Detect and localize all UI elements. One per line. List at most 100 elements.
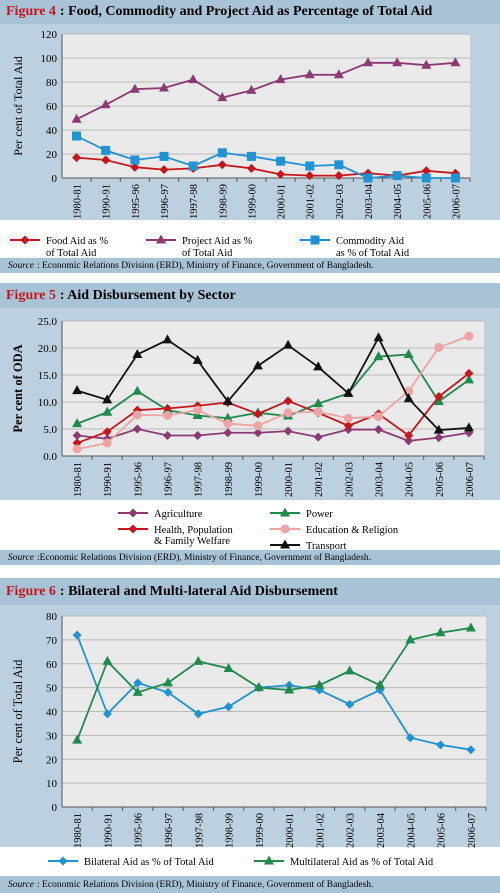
fig6-x-tick-label: 2002-03 bbox=[346, 813, 357, 848]
fig5-x-tick-label: 1999-00 bbox=[254, 462, 265, 497]
fig5-data-point bbox=[132, 385, 143, 395]
fig5-legend-swatch-marker bbox=[128, 524, 138, 534]
fig4-data-point bbox=[72, 131, 82, 141]
fig4-data-point bbox=[305, 171, 315, 181]
fig5-data-point bbox=[313, 361, 324, 371]
fig6-data-point bbox=[375, 679, 385, 689]
fig6-y-tick-label: 30 bbox=[46, 730, 58, 742]
fig5-data-point bbox=[72, 444, 82, 454]
fig5-data-point bbox=[464, 368, 474, 378]
fig6-data-point bbox=[405, 634, 416, 644]
fig4-data-point bbox=[276, 169, 286, 179]
fig5-data-point bbox=[283, 426, 293, 436]
fig5-x-axis: 1980-81 1990-91 1995-96 1996-97 1997-98 1998-… bbox=[73, 456, 485, 497]
fig5-data-point bbox=[222, 395, 233, 405]
fig5-data-point bbox=[252, 360, 263, 370]
fig6-legend: Bilateral Aid as % of Total Aid Multilate… bbox=[48, 855, 434, 868]
fig4-chart: 0 20 40 60 80 100 120 1980-81 1990-91 1995-96 1996… bbox=[0, 24, 500, 258]
fig5-legend-swatch-marker bbox=[128, 508, 138, 518]
fig5-legend-label: Agriculture bbox=[154, 509, 203, 520]
fig4-data-point bbox=[217, 160, 227, 170]
fig5-data-point bbox=[434, 433, 444, 443]
fig4-y-tick-label: 20 bbox=[46, 149, 58, 161]
fig6-data-point bbox=[163, 687, 173, 697]
fig6-data-point bbox=[284, 684, 295, 694]
fig5-x-tick-label: 1980-81 bbox=[73, 462, 84, 497]
fig5-data-point bbox=[283, 408, 293, 418]
fig5-data-point bbox=[434, 392, 444, 402]
fig5-data-point bbox=[373, 332, 384, 342]
fig4-x-tick-label: 2000-01 bbox=[277, 184, 288, 219]
fig5-data-point bbox=[163, 403, 172, 413]
fig6-x-tick-label: 2000-01 bbox=[285, 813, 296, 848]
fig5-legend-label: & Family Welfare bbox=[154, 536, 230, 547]
fig5-data-point bbox=[464, 331, 474, 341]
fig4-x-tick-label: 2002-03 bbox=[335, 184, 346, 219]
fig4-data-point bbox=[100, 99, 111, 109]
fig4-data-point bbox=[363, 173, 373, 183]
fig6-data-point bbox=[465, 622, 476, 632]
fig4-data-point bbox=[159, 151, 169, 161]
fig5-series-line bbox=[76, 335, 470, 450]
fig5-y-tick-label: 20.0 bbox=[38, 343, 58, 355]
fig5-x-tick-label: 2005-06 bbox=[435, 462, 446, 497]
fig6-x-tick-label: 1980-81 bbox=[73, 813, 84, 848]
fig6-source: Source : Economic Relations Division (ER… bbox=[0, 876, 500, 893]
fig4-legend-label: Commodity Aid bbox=[336, 236, 405, 247]
fig5-x-tick-label: 1990-91 bbox=[103, 462, 114, 497]
fig5-data-point bbox=[102, 406, 113, 416]
fig5-series-line bbox=[76, 428, 470, 442]
fig6-data-point bbox=[344, 665, 355, 675]
fig4-data-point bbox=[304, 69, 315, 79]
fig6-data-point bbox=[72, 734, 83, 744]
fig4-source: Source : Economic Relations Division (ER… bbox=[0, 258, 500, 273]
fig6-series-line bbox=[76, 634, 471, 751]
fig4-series-line bbox=[76, 61, 456, 121]
fig6-x-tick-label: 2004-05 bbox=[406, 813, 417, 848]
fig5-legend-label: Power bbox=[306, 509, 333, 520]
fig6-data-point bbox=[436, 740, 446, 750]
fig4-source-label: Source bbox=[8, 260, 35, 271]
fig5-x-tick-label: 1998-99 bbox=[224, 462, 235, 497]
fig5-data-point bbox=[343, 421, 353, 431]
fig6-data-point bbox=[314, 679, 325, 689]
fig6-legend-swatch-marker bbox=[264, 855, 274, 865]
fig6-legend-label: Multilateral Aid as % of Total Aid bbox=[290, 857, 434, 868]
fig5-data-point bbox=[223, 428, 233, 438]
fig4-y-tick-label: 80 bbox=[46, 77, 58, 89]
fig5-x-tick-label: 2004-05 bbox=[405, 462, 416, 497]
fig6-data-point bbox=[223, 663, 234, 673]
fig5-data-point bbox=[102, 438, 112, 448]
fig5-plot-area bbox=[62, 321, 484, 456]
fig5-y-tick-label: 10.0 bbox=[38, 397, 58, 409]
fig5-data-point bbox=[313, 407, 323, 417]
fig5-data-point bbox=[283, 339, 294, 349]
fig4-data-point bbox=[305, 161, 315, 171]
fig4-data-point bbox=[333, 69, 344, 79]
fig4-data-point bbox=[392, 171, 402, 181]
fig4-data-point bbox=[392, 57, 403, 67]
fig5-title-text: : Aid Disbursement by Sector bbox=[59, 287, 236, 303]
fig5-data-point bbox=[253, 428, 263, 438]
fig6-data-point bbox=[102, 709, 112, 719]
fig6-y-tick-label: 70 bbox=[46, 635, 58, 647]
fig6-legend-label: Bilateral Aid as % of Total Aid bbox=[84, 857, 214, 868]
fig5-title: Figure 5 : Aid Disbursement by Sector bbox=[0, 283, 500, 308]
fig6-x-tick-label: 2003-04 bbox=[376, 812, 387, 848]
fig5-data-point bbox=[132, 405, 142, 415]
fig4-x-tick-label: 2006-07 bbox=[451, 184, 462, 219]
fig6-source-text: : Economic Relations Division (ERD), Min… bbox=[37, 879, 374, 890]
fig6-data-point bbox=[132, 686, 143, 696]
fig5-data-point bbox=[283, 396, 293, 406]
fig4-data-point bbox=[334, 171, 344, 181]
fig5-series-line bbox=[76, 335, 469, 432]
fig6-x-tick-label: 1990-91 bbox=[103, 813, 114, 848]
fig5-x-tick-label: 2006-07 bbox=[465, 462, 476, 497]
fig5-data-point bbox=[72, 385, 83, 395]
fig5-series-4 bbox=[72, 332, 474, 434]
fig5-data-point bbox=[193, 405, 203, 415]
fig5-chart: 0.0 5.0 10.0 15.0 20.0 25.0 1980-81 1990-91 1995… bbox=[0, 308, 500, 550]
fig5-y-tick-label: 5.0 bbox=[43, 424, 57, 436]
fig4-data-point bbox=[101, 155, 111, 165]
